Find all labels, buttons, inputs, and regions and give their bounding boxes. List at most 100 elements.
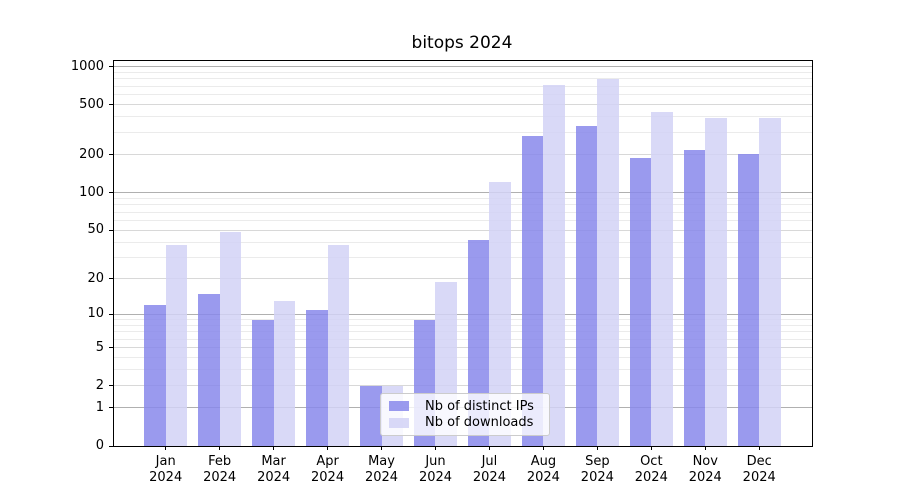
x-tick-label: Dec 2024 bbox=[729, 454, 789, 486]
y-tick-mark bbox=[109, 154, 113, 156]
x-tick-year: 2024 bbox=[203, 470, 237, 485]
y-tick-mark bbox=[109, 445, 113, 447]
x-tick-label: Apr 2024 bbox=[298, 454, 358, 486]
x-tick-mark bbox=[596, 446, 598, 450]
x-tick-month: May bbox=[368, 454, 395, 469]
bar-distinct-ips bbox=[144, 305, 166, 446]
bar-downloads bbox=[273, 301, 296, 446]
x-tick-year: 2024 bbox=[634, 470, 668, 485]
x-tick-month: Apr bbox=[316, 454, 339, 469]
y-tick-label: 200 bbox=[79, 146, 104, 162]
x-tick-mark bbox=[542, 446, 544, 450]
bar-distinct-ips bbox=[198, 293, 220, 446]
bar-downloads bbox=[489, 181, 511, 446]
y-gridline-minor bbox=[114, 319, 812, 321]
y-tick-mark bbox=[109, 313, 113, 315]
y-tick-mark bbox=[109, 385, 113, 387]
y-gridline-minor bbox=[114, 211, 812, 213]
bar-downloads bbox=[219, 232, 242, 446]
y-gridline-minor bbox=[114, 357, 812, 359]
y-gridline-minor bbox=[114, 78, 812, 80]
x-tick-mark bbox=[434, 446, 436, 450]
x-tick-mark bbox=[381, 446, 383, 450]
bar-distinct-ips bbox=[629, 158, 652, 446]
x-tick-mark bbox=[273, 446, 275, 450]
y-tick-label: 10 bbox=[87, 306, 104, 322]
x-tick-mark bbox=[165, 446, 167, 450]
y-gridline-minor bbox=[114, 369, 812, 371]
x-tick-label: Oct 2024 bbox=[621, 454, 681, 486]
y-gridline-minor bbox=[114, 197, 812, 199]
bar-distinct-ips bbox=[521, 135, 544, 446]
bar-distinct-ips bbox=[737, 154, 760, 446]
y-gridline-minor bbox=[114, 94, 812, 96]
x-tick-year: 2024 bbox=[418, 470, 453, 485]
y-tick-label: 1 bbox=[95, 399, 104, 415]
bar-distinct-ips bbox=[683, 149, 706, 446]
y-gridline bbox=[114, 229, 812, 231]
y-tick-label: 20 bbox=[87, 270, 104, 286]
x-tick-label: Jul 2024 bbox=[459, 454, 519, 486]
y-gridline bbox=[114, 104, 812, 106]
x-tick-month: Mar bbox=[261, 454, 286, 469]
y-gridline bbox=[114, 278, 812, 280]
y-gridline-minor bbox=[114, 338, 812, 340]
x-tick-year: 2024 bbox=[526, 470, 560, 485]
y-gridline bbox=[114, 347, 812, 349]
bar-distinct-ips bbox=[306, 309, 328, 446]
x-tick-label: Jun 2024 bbox=[405, 454, 465, 486]
x-tick-month: Dec bbox=[746, 454, 772, 469]
bar-downloads bbox=[705, 118, 727, 446]
bar-distinct-ips bbox=[252, 319, 274, 446]
bar-downloads bbox=[651, 111, 673, 446]
y-gridline bbox=[114, 66, 812, 68]
legend: Nb of distinct IPs Nb of downloads bbox=[380, 393, 550, 436]
x-tick-month: Feb bbox=[208, 454, 232, 469]
y-gridline-minor bbox=[114, 219, 812, 221]
legend-label: Nb of downloads bbox=[425, 415, 534, 431]
y-tick-mark bbox=[109, 229, 113, 231]
x-tick-mark bbox=[758, 446, 760, 450]
y-tick-mark bbox=[109, 66, 113, 68]
y-gridline bbox=[114, 385, 812, 387]
legend-swatch bbox=[389, 401, 409, 412]
legend-swatch bbox=[389, 417, 409, 428]
y-tick-label: 50 bbox=[87, 222, 104, 238]
y-tick-label: 5 bbox=[95, 339, 104, 355]
x-tick-mark bbox=[327, 446, 329, 450]
y-gridline bbox=[114, 154, 812, 156]
y-tick-mark bbox=[109, 104, 113, 106]
x-tick-year: 2024 bbox=[311, 470, 345, 485]
y-gridline-minor bbox=[114, 256, 812, 258]
x-tick-year: 2024 bbox=[257, 470, 291, 485]
x-tick-mark bbox=[488, 446, 490, 450]
bar-downloads bbox=[759, 118, 781, 446]
x-tick-label: May 2024 bbox=[352, 454, 412, 486]
y-tick-mark bbox=[109, 278, 113, 280]
y-gridline-minor bbox=[114, 241, 812, 243]
x-tick-year: 2024 bbox=[149, 470, 183, 485]
legend-item: Nb of downloads bbox=[389, 415, 541, 431]
y-gridline-minor bbox=[114, 72, 812, 74]
x-tick-label: Feb 2024 bbox=[190, 454, 250, 486]
x-tick-label: Mar 2024 bbox=[244, 454, 304, 486]
legend-label: Nb of distinct IPs bbox=[425, 398, 534, 414]
legend-item: Nb of distinct IPs bbox=[389, 398, 541, 414]
x-tick-label: Nov 2024 bbox=[675, 454, 735, 486]
y-tick-label: 0 bbox=[95, 438, 104, 453]
x-tick-month: Aug bbox=[530, 454, 557, 469]
x-tick-month: Oct bbox=[640, 454, 663, 469]
y-gridline bbox=[114, 192, 812, 194]
bar-downloads bbox=[543, 84, 565, 446]
y-gridline-minor bbox=[114, 132, 812, 134]
y-gridline-minor bbox=[114, 85, 812, 87]
y-gridline-minor bbox=[114, 204, 812, 206]
y-gridline-minor bbox=[114, 331, 812, 333]
x-tick-year: 2024 bbox=[742, 470, 776, 485]
y-gridline bbox=[114, 313, 812, 315]
x-tick-label: Sep 2024 bbox=[567, 454, 627, 486]
y-tick-mark bbox=[109, 407, 113, 409]
x-tick-month: Jul bbox=[481, 454, 498, 469]
x-tick-month: Sep bbox=[585, 454, 610, 469]
